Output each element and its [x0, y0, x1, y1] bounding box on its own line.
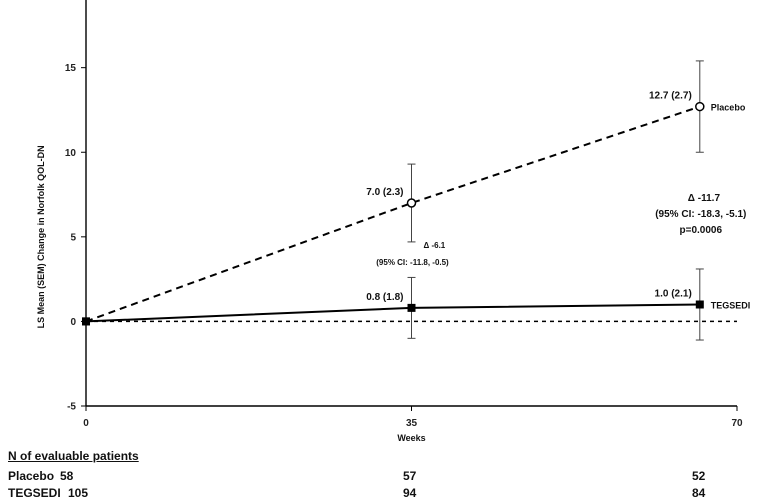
data-markers [82, 101, 705, 326]
tegsedi-data-label: 1.0 (2.1) [655, 289, 692, 300]
tegsedi-data-label: 0.8 (1.8) [366, 292, 403, 303]
tegsedi-marker [407, 303, 416, 312]
tegsedi-series-label: TEGSEDI [711, 301, 751, 311]
y-tick-label: 15 [65, 63, 77, 74]
patients-row-label: Placebo [8, 469, 55, 483]
patients-count: 57 [403, 469, 417, 483]
difference-annotation-line: Δ -11.7 [688, 193, 721, 204]
series-lines [85, 105, 701, 323]
patients-count: 58 [60, 469, 74, 483]
difference-annotation-line: (95% CI: -11.8, -0.5) [376, 258, 449, 267]
tegsedi-marker [82, 317, 90, 326]
y-tick-label: -5 [67, 402, 76, 413]
evaluable-patients-table: N of evaluable patients Placebo 58 57 52… [0, 445, 768, 500]
y-axis-title: LS Mean (SEM) Change in Norfolk QOL-DN [36, 145, 46, 328]
y-tick-label: 10 [65, 148, 77, 159]
placebo-marker [406, 198, 417, 208]
patients-count: 105 [68, 486, 89, 500]
tegsedi-series-line [85, 303, 700, 323]
patients-count: 84 [692, 486, 706, 500]
x-tick-label: 35 [406, 418, 418, 429]
y-tick-label: 0 [70, 317, 76, 328]
patients-count: 94 [403, 486, 417, 500]
axes: -5 0 5 10 15 0 35 70 [65, 0, 743, 429]
difference-annotation-line: (95% CI: -18.3, -5.1) [655, 209, 746, 220]
x-tick-label: 70 [731, 418, 743, 429]
patients-row-label: TEGSEDI [8, 486, 61, 500]
placebo-data-label: 12.7 (2.7) [649, 91, 692, 102]
placebo-series-line [85, 105, 701, 323]
placebo-marker [695, 101, 705, 112]
data-labels: 7.0 (2.3) 12.7 (2.7) Placebo 0.8 (1.8) 1.0 (… [366, 91, 750, 311]
x-tick-label: 0 [83, 418, 89, 429]
difference-annotation-line: Δ -6.1 [424, 241, 446, 250]
efficacy-line-chart: -5 0 5 10 15 0 35 70 7.0 (2.3) 12.7 (2.7) Placebo… [36, 0, 750, 443]
placebo-series-label: Placebo [711, 103, 746, 113]
difference-annotation-line: p=0.0006 [680, 225, 723, 236]
x-axis-title: Weeks [397, 433, 425, 443]
difference-annotations: Δ -6.1 (95% CI: -11.8, -0.5) Δ -11.7 (95% C… [376, 193, 746, 267]
y-tick-label: 5 [70, 232, 76, 243]
tegsedi-marker [695, 300, 704, 309]
patients-table-heading: N of evaluable patients [8, 449, 139, 463]
patients-count: 52 [692, 469, 706, 483]
placebo-data-label: 7.0 (2.3) [366, 187, 403, 198]
